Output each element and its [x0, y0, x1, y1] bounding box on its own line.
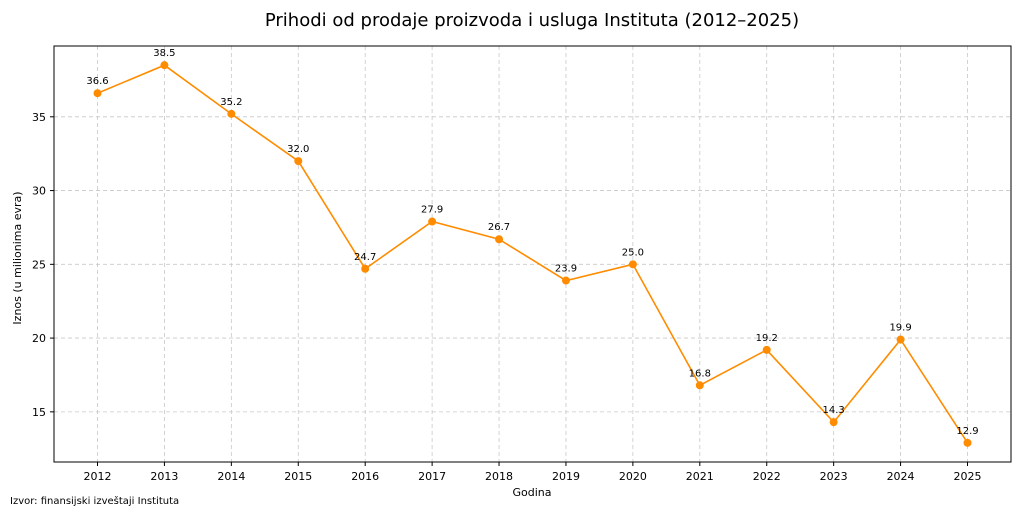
data-label: 23.9 — [555, 264, 577, 275]
data-point — [294, 157, 303, 166]
source-note: Izvor: finansijski izveštaji Instituta — [10, 496, 180, 507]
data-point — [561, 276, 570, 285]
x-tick-label: 2017 — [418, 470, 446, 483]
plot-area — [53, 45, 1012, 463]
x-tick-label: 2020 — [619, 470, 647, 483]
data-label: 16.8 — [689, 368, 711, 379]
x-tick-label: 2023 — [820, 470, 848, 483]
data-point — [628, 260, 637, 269]
x-tick-label: 2012 — [84, 470, 112, 483]
data-point — [963, 438, 972, 447]
data-label: 19.2 — [756, 333, 778, 344]
data-point — [160, 61, 169, 70]
axes: 2012 2013 2014 2015 2016 2017 2018 2019 2020 2021… — [32, 111, 982, 483]
data-point — [896, 335, 905, 344]
data-point — [361, 264, 370, 273]
y-tick-label: 25 — [32, 258, 46, 271]
data-point — [227, 109, 236, 118]
data-point — [829, 418, 838, 427]
y-axis-label: Iznos (u milionima evra) — [11, 191, 24, 324]
data-label: 26.7 — [488, 222, 510, 233]
data-point — [762, 345, 771, 354]
x-axis-label: Godina — [512, 486, 551, 499]
data-point — [695, 381, 704, 390]
data-labels: 36.6 38.5 35.2 32.0 24.7 27.9 26.7 23.9 25.0 16.8… — [86, 48, 978, 437]
x-tick-label: 2015 — [284, 470, 312, 483]
x-tick-label: 2018 — [485, 470, 513, 483]
chart-title: Prihodi od prodaje proizvoda i usluga In… — [265, 10, 799, 31]
y-tick-label: 35 — [32, 111, 46, 124]
y-tick-label: 20 — [32, 332, 46, 345]
x-tick-label: 2014 — [217, 470, 245, 483]
x-tick-label: 2021 — [686, 470, 714, 483]
data-label: 35.2 — [220, 97, 242, 108]
data-point — [495, 235, 504, 244]
data-point — [428, 217, 437, 226]
data-label: 25.0 — [622, 247, 644, 258]
data-label: 19.9 — [889, 323, 911, 334]
data-point — [93, 89, 102, 98]
series-layer — [93, 61, 972, 447]
data-label: 14.3 — [823, 405, 845, 416]
data-label: 12.9 — [956, 426, 978, 437]
x-tick-label: 2016 — [351, 470, 379, 483]
data-label: 38.5 — [153, 48, 175, 59]
y-tick-label: 30 — [32, 185, 46, 198]
data-label: 24.7 — [354, 252, 376, 263]
grid — [54, 46, 1011, 462]
x-tick-label: 2013 — [150, 470, 178, 483]
data-label: 32.0 — [287, 144, 309, 155]
x-tick-label: 2022 — [753, 470, 781, 483]
x-tick-label: 2025 — [954, 470, 982, 483]
x-tick-label: 2019 — [552, 470, 580, 483]
data-label: 27.9 — [421, 205, 443, 216]
data-label: 36.6 — [86, 76, 108, 87]
series-line — [97, 64, 969, 444]
y-tick-label: 15 — [32, 406, 46, 419]
x-tick-label: 2024 — [887, 470, 915, 483]
